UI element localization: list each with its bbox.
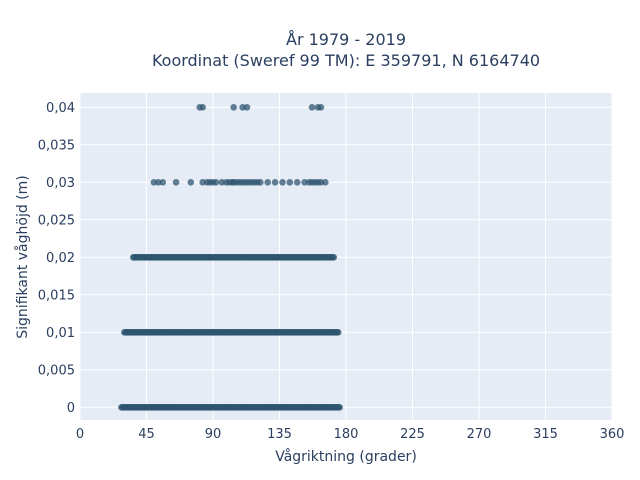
chart-title-line-2: Koordinat (Sweref 99 TM): E 359791, N 61… <box>152 51 540 70</box>
x-tick-label: 45 <box>138 427 155 442</box>
data-point <box>257 179 264 186</box>
y-tick-label: 0,01 <box>46 326 75 341</box>
x-tick-label: 315 <box>533 427 558 442</box>
data-point <box>159 179 167 186</box>
data-point <box>243 104 251 111</box>
data-point <box>334 329 342 336</box>
y-tick-label: 0,035 <box>38 138 75 153</box>
data-point <box>199 104 206 111</box>
x-axis-title: Vågriktning (grader) <box>275 448 417 465</box>
x-tick-label: 180 <box>334 427 359 442</box>
data-point <box>293 179 301 186</box>
x-tick-label: 90 <box>205 427 222 442</box>
data-point <box>187 179 195 186</box>
data-point <box>271 179 279 186</box>
x-tick-label: 360 <box>600 427 625 442</box>
x-tick-label: 0 <box>76 427 84 442</box>
y-tick-label: 0,03 <box>46 176 75 191</box>
y-tick-label: 0,04 <box>46 101 75 116</box>
data-point <box>230 104 237 111</box>
data-point <box>212 179 220 186</box>
grid-lines <box>79 93 613 420</box>
data-point <box>336 404 344 411</box>
y-tick-label: 0 <box>67 401 75 416</box>
data-point <box>264 179 272 186</box>
data-point <box>286 179 294 186</box>
x-tick-label: 270 <box>467 427 492 442</box>
y-tick-label: 0,025 <box>38 213 75 228</box>
data-point <box>172 179 180 186</box>
y-axis-ticks: 0 0,005 0,01 0,015 0,02 0,025 0,03 0,035 0,04 <box>38 101 75 416</box>
y-axis-title: Signifikant våghöjd (m) <box>14 175 31 338</box>
data-point <box>330 253 338 261</box>
x-tick-label: 135 <box>267 427 292 442</box>
y-tick-label: 0,005 <box>38 363 75 378</box>
x-tick-label: 225 <box>400 427 425 442</box>
data-point <box>279 179 286 186</box>
y-tick-label: 0,02 <box>46 251 75 266</box>
data-point <box>322 179 329 186</box>
data-point <box>308 104 316 111</box>
data-points <box>118 104 344 411</box>
chart-title-line-1: År 1979 - 2019 <box>286 30 406 49</box>
y-tick-label: 0,015 <box>38 288 75 303</box>
x-axis-ticks: 0 45 90 135 180 225 270 315 360 <box>76 427 625 442</box>
data-point <box>317 104 325 111</box>
